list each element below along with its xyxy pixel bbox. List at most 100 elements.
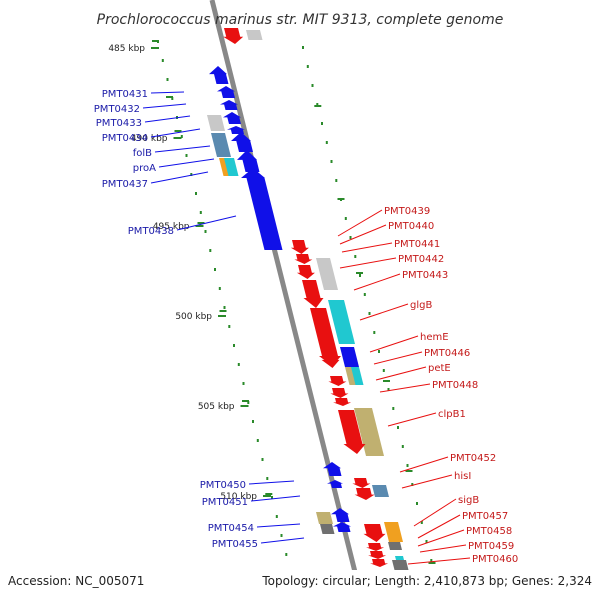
gene-label-PMT0439[interactable]: PMT0439: [384, 206, 430, 217]
reverse-gene-arrow: [352, 478, 371, 488]
leader-line: [150, 171, 209, 184]
gene-block: [328, 300, 355, 344]
gc-dot-left: [180, 135, 183, 138]
gc-dot-left: [280, 534, 283, 537]
gc-mark: [166, 96, 173, 98]
gene-label-PMT0443[interactable]: PMT0443: [402, 270, 448, 281]
gc-mark: [383, 380, 390, 382]
leader-line: [150, 91, 185, 94]
gene-label-proA[interactable]: proA: [133, 163, 156, 174]
gc-dot-left: [242, 382, 245, 385]
gene-labels: PMT0431 PMT0432 PMT0433 PMT0434 folB proA PMT0…: [94, 89, 518, 565]
forward-gene-arrow: [333, 522, 351, 532]
gene-label-PMT0438[interactable]: PMT0438: [128, 226, 174, 237]
gc-dot-left: [233, 344, 235, 347]
kbp-tick-label: 510 kbp: [220, 492, 257, 502]
gene-label-petE[interactable]: petE: [428, 363, 451, 374]
leader-line: [419, 544, 467, 553]
gene-label-PMT0460[interactable]: PMT0460: [472, 554, 518, 565]
kbp-tick-label: 490 kbp: [131, 134, 168, 144]
gc-dot-right: [401, 445, 404, 448]
gene-label-PMT0446[interactable]: PMT0446: [424, 348, 470, 359]
gene-block: [340, 347, 359, 367]
gene-label-PMT0431[interactable]: PMT0431: [102, 89, 148, 100]
gc-dot-right: [359, 274, 361, 277]
gene-label-sigB[interactable]: sigB: [458, 495, 479, 506]
gene-label-PMT0452[interactable]: PMT0452: [450, 453, 496, 464]
leader-line: [375, 366, 427, 381]
gene-block: [351, 367, 364, 385]
gc-mark: [242, 400, 249, 402]
gc-dot-right: [335, 179, 338, 182]
reverse-gene-arrow: [223, 28, 244, 44]
gc-dot-right: [425, 540, 428, 543]
reverse-gene-arrow: [296, 265, 315, 279]
forward-gene-arrow: [327, 480, 343, 488]
gene-label-PMT0457[interactable]: PMT0457: [462, 511, 508, 522]
gene-label-hemE[interactable]: hemE: [420, 332, 449, 343]
gene-label-PMT0437[interactable]: PMT0437: [102, 179, 148, 190]
gene-label-PMT0433[interactable]: PMT0433: [96, 118, 142, 129]
gc-dot-left: [204, 230, 207, 233]
leader-line: [339, 257, 397, 269]
gc-dot-left: [218, 287, 221, 290]
leader-line: [154, 145, 211, 153]
kbp-tick-label: 500 kbp: [175, 312, 212, 322]
reverse-gene-arrow: [363, 524, 386, 542]
gene-label-PMT0440[interactable]: PMT0440: [388, 221, 434, 232]
reverse-gene-arrow: [321, 350, 340, 368]
gc-dot-right: [316, 103, 319, 106]
leader-line: [339, 224, 387, 245]
gene-label-PMT0448[interactable]: PMT0448: [432, 380, 478, 391]
gene-label-PMT0458[interactable]: PMT0458: [466, 526, 512, 537]
forward-gene-arrow: [237, 150, 260, 172]
reverse-gene-arrow: [366, 543, 385, 551]
forward-gene-arrow: [209, 66, 229, 84]
gc-dot-right: [306, 65, 309, 68]
kbp-tick-mark: [151, 47, 159, 49]
forward-gene-arrow: [223, 112, 241, 124]
gene-label-clpB1[interactable]: clpB1: [438, 409, 466, 420]
gene-block: [384, 522, 403, 542]
gc-dot-right: [368, 312, 371, 315]
gene-label-PMT0454[interactable]: PMT0454: [208, 523, 254, 534]
gene-block: [246, 30, 263, 40]
leader-line: [373, 351, 423, 365]
leader-line: [359, 303, 409, 321]
gene-block: [392, 560, 409, 570]
gene-label-hisI[interactable]: hisI: [454, 471, 471, 482]
gene-label-glgB[interactable]: glgB: [410, 300, 432, 311]
gc-dot-left: [161, 59, 164, 62]
gc-dot-right: [411, 483, 414, 486]
gene-label-folB[interactable]: folB: [133, 148, 152, 159]
gc-dot-right: [406, 464, 409, 467]
gene-block: [372, 485, 389, 497]
gc-mark: [265, 493, 273, 495]
leader-line: [260, 537, 305, 544]
gene-block: [354, 408, 384, 456]
gene-label-PMT0441[interactable]: PMT0441: [394, 239, 440, 250]
gc-dot-right: [349, 236, 352, 239]
gc-dot-right: [363, 293, 366, 296]
gene-label-PMT0450[interactable]: PMT0450: [200, 480, 246, 491]
gene-label-PMT0442[interactable]: PMT0442: [398, 254, 444, 265]
gene-label-PMT0434[interactable]: PMT0434: [102, 133, 148, 144]
gc-dot-right: [325, 141, 328, 144]
kbp-tick-label: 505 kbp: [198, 402, 235, 412]
reverse-gene-arrow: [302, 280, 324, 308]
gene-label-PMT0455[interactable]: PMT0455: [212, 539, 258, 550]
gc-dot-left: [271, 496, 273, 499]
leader-line: [417, 529, 465, 547]
gene-block: [388, 542, 402, 550]
kbp-tick-mark: [218, 315, 226, 317]
gc-dot-left: [228, 325, 231, 328]
reverse-gene-arrow: [368, 551, 387, 559]
gene-label-PMT0451[interactable]: PMT0451: [202, 497, 248, 508]
gc-dot-right: [397, 426, 399, 429]
gc-dot-right: [311, 84, 314, 87]
gene-label-PMT0432[interactable]: PMT0432: [94, 104, 140, 115]
gene-label-PMT0459[interactable]: PMT0459: [468, 541, 514, 552]
gene-block: [316, 512, 333, 524]
reverse-gene-arrow: [338, 410, 366, 454]
